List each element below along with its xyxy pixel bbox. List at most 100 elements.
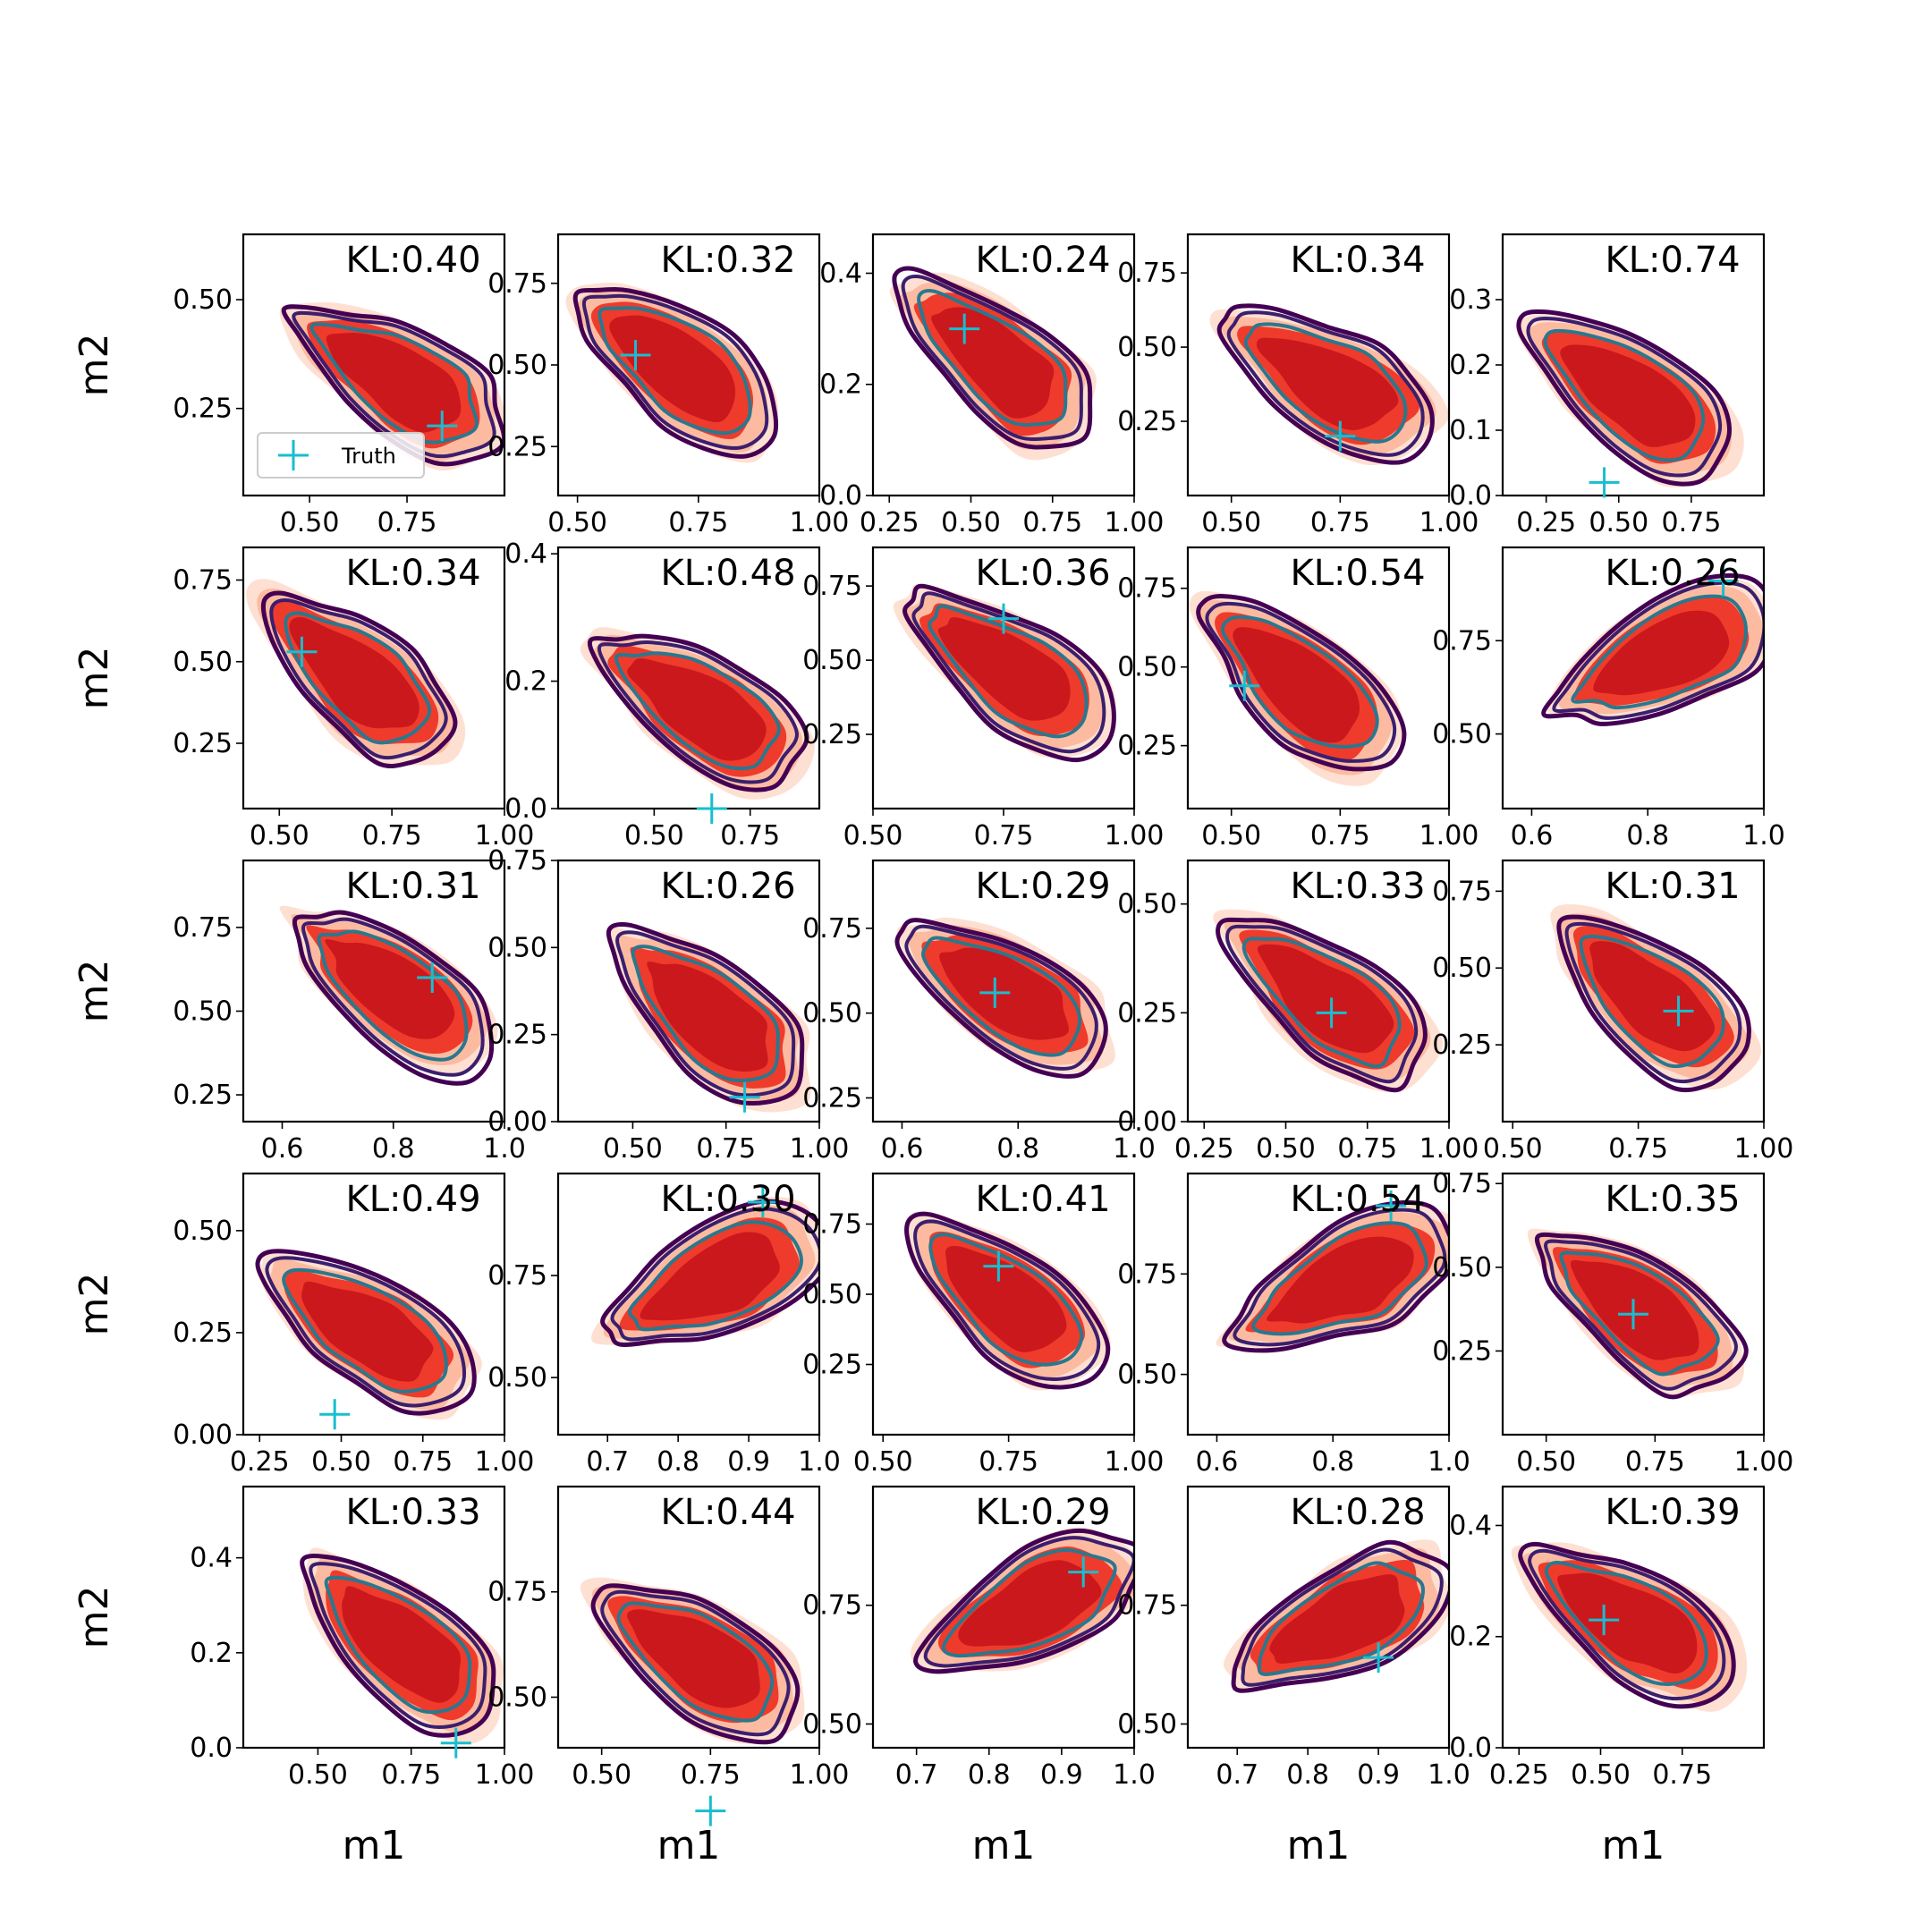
contour-line-1: [913, 1528, 1134, 1674]
y-tick-label: 0.25: [1117, 731, 1177, 762]
x-tick-label: 0.50: [624, 820, 684, 852]
truth-marker: [729, 1081, 760, 1113]
truth-marker: [949, 313, 980, 344]
contour-line-3: [1559, 1250, 1720, 1377]
x-tick-label: 0.6: [261, 1133, 304, 1165]
y-tick-label: 0.4: [190, 1543, 233, 1574]
x-axis-label: m1: [657, 1823, 721, 1868]
y-tick-label: 0.2: [1449, 1622, 1492, 1653]
contour-line-3: [597, 306, 752, 436]
density-contours: [1511, 1541, 1748, 1712]
x-tick-label: 0.8: [996, 1133, 1039, 1165]
truth-marker: [1325, 420, 1356, 452]
x-tick-label: 1.0: [1742, 820, 1785, 852]
y-tick-label: 0.50: [1117, 1708, 1177, 1740]
density-contours: [1550, 903, 1762, 1093]
contour-line-1: [590, 1583, 801, 1745]
contour-line-2: [901, 275, 1083, 442]
y-tick-label: 0.4: [504, 538, 547, 570]
contour-line-1: [300, 1554, 496, 1738]
kl-label: KL:0.54: [1290, 553, 1425, 594]
x-tick-label: 1.0: [483, 1133, 526, 1165]
axes-frame: [1501, 546, 1766, 810]
x-tick-label: 0.8: [968, 1759, 1011, 1791]
x-tick-label: 0.75: [1625, 1446, 1685, 1478]
kl-label: KL:0.26: [1605, 553, 1740, 594]
truth-marker: [286, 636, 318, 667]
x-tick-label: 0.75: [393, 1446, 453, 1478]
y-tick-label: 0.50: [1432, 1252, 1492, 1284]
panel-5-3: KL:0.29 0.7 0.8 0.9 1.0 0.50 0.75: [802, 1485, 1156, 1791]
filled-density-level-4: [289, 616, 419, 729]
kl-label: KL:0.33: [345, 1492, 480, 1533]
y-tick-label: 0.50: [173, 647, 233, 678]
contour-line-2: [1233, 1208, 1447, 1347]
x-tick-label: 1.00: [1734, 1446, 1794, 1478]
y-tick-label: 0.75: [487, 845, 547, 877]
x-tick-label: 0.75: [668, 507, 728, 538]
contour-line-2: [581, 293, 769, 450]
x-axis-label: m1: [343, 1823, 406, 1868]
y-tick-label: 0.2: [1449, 350, 1492, 381]
contour-line-1: [1518, 1541, 1736, 1709]
x-tick-label: 0.50: [311, 1446, 371, 1478]
x-tick-label: 0.75: [974, 820, 1034, 852]
truth-marker: [1316, 997, 1347, 1029]
y-tick-label: 0.25: [802, 1350, 862, 1381]
filled-density-level-4: [1557, 1572, 1698, 1674]
panel-1-3: KL:0.24 0.25 0.50 0.75 1.00 0.0 0.2 0.4: [819, 233, 1164, 538]
contour-line-1: [1541, 572, 1764, 726]
x-tick-label: 0.75: [1608, 1133, 1668, 1165]
figure-labels: m2 m2 m2 m2 m2 m1 m1 m1 m1 m1: [72, 334, 1665, 1868]
x-tick-label: 0.7: [1216, 1759, 1258, 1791]
x-tick-label: 1.00: [790, 1759, 850, 1791]
y-axis-label: m2: [72, 1586, 117, 1649]
y-tick-label: 0.4: [1449, 1510, 1492, 1541]
y-tick-label: 0.75: [1432, 876, 1492, 907]
kl-label: KL:0.48: [660, 553, 795, 594]
density-contours: [1209, 303, 1449, 466]
density-contours: [904, 1211, 1111, 1391]
y-tick-label: 0.25: [173, 1080, 233, 1111]
x-tick-label: 0.50: [853, 1446, 913, 1478]
contour-line-3: [917, 289, 1068, 427]
contour-line-3: [928, 1233, 1084, 1367]
axes-frame: [556, 859, 821, 1123]
x-tick-label: 0.8: [1311, 1446, 1354, 1478]
x-tick-label: 0.9: [1040, 1759, 1083, 1791]
y-tick-label: 0.25: [1432, 1030, 1492, 1061]
y-tick-label: 0.1: [1449, 415, 1492, 446]
y-tick-label: 0.3: [1449, 284, 1492, 316]
contour-line-1: [1222, 1199, 1449, 1353]
contour-line-2: [1526, 317, 1723, 478]
contour-line-3: [614, 651, 781, 771]
kl-label: KL:0.34: [1290, 240, 1425, 281]
panel-5-1: KL:0.33 0.50 0.75 1.00 0.0 0.2 0.4: [190, 1485, 534, 1791]
contour-line-3: [317, 929, 469, 1062]
y-tick-label: 0.0: [1449, 1733, 1492, 1764]
filled-density-level-4: [1269, 1574, 1405, 1664]
truth-marker: [695, 1795, 726, 1826]
filled-density-level-4: [609, 315, 736, 423]
filled-density-level-4: [627, 1609, 760, 1708]
density-contours: [279, 905, 498, 1086]
density-contours: [889, 266, 1097, 461]
y-tick-label: 0.50: [487, 932, 547, 963]
x-axis-label: m1: [972, 1823, 1036, 1868]
density-contours: [894, 917, 1115, 1079]
x-tick-label: 0.9: [727, 1446, 770, 1478]
contour-line-3: [324, 1575, 472, 1715]
x-tick-label: 1.00: [1419, 820, 1479, 852]
panel-2-2: KL:0.48 0.50 0.75 0.0 0.2 0.4: [504, 538, 821, 852]
y-tick-label: 0.25: [173, 1318, 233, 1349]
truth-marker: [1618, 1299, 1648, 1330]
contour-line-2: [1226, 310, 1425, 457]
y-tick-label: 0.0: [819, 480, 862, 512]
density-contours: [580, 627, 815, 800]
x-tick-label: 1.00: [1105, 1446, 1165, 1478]
contour-line-1: [1231, 1539, 1449, 1693]
contour-line-2: [615, 930, 796, 1097]
density-contours: [565, 283, 779, 463]
contour-line-3: [928, 604, 1089, 739]
contour-line-2: [269, 598, 448, 760]
